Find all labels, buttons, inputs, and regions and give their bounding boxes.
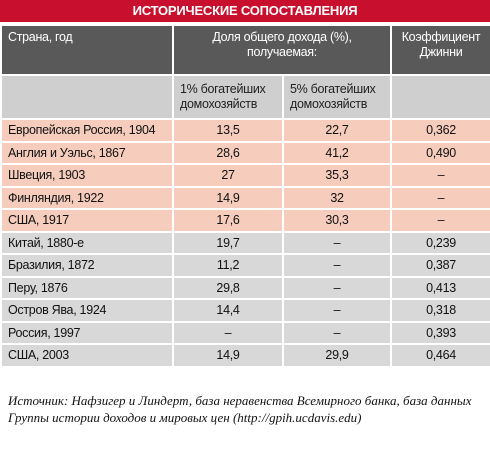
header-cell: 5% богатейших домохозяйств bbox=[282, 74, 392, 120]
table-cell: – bbox=[282, 320, 392, 345]
table-cell: 30,3 bbox=[282, 208, 392, 233]
table-row: США, 1917 17,6 30,3– bbox=[0, 208, 490, 233]
table-cell: – bbox=[390, 185, 490, 210]
table-cell: – bbox=[172, 320, 284, 345]
table-cell: Россия, 1997 bbox=[0, 320, 174, 345]
table-cell: 27 bbox=[172, 163, 284, 188]
table-cell: 0,490 bbox=[390, 140, 490, 165]
table-cell: 22,7 bbox=[282, 118, 392, 143]
title: ИСТОРИЧЕСКИЕ СОПОСТАВЛЕНИЯ bbox=[0, 0, 490, 22]
table-cell: – bbox=[282, 275, 392, 300]
table-cell: 32 bbox=[282, 185, 392, 210]
table-cell: 28,6 bbox=[172, 140, 284, 165]
table-cell: Перу, 1876 bbox=[0, 275, 174, 300]
table-cell: – bbox=[282, 230, 392, 255]
table-cell: 0,464 bbox=[390, 343, 490, 368]
table-row: Бразилия, 1872 11,2–0,387 bbox=[0, 253, 490, 278]
table-cell: Финляндия, 1922 bbox=[0, 185, 174, 210]
table-row: Остров Ява, 1924 14,4–0,318 bbox=[0, 298, 490, 323]
table-cell: 0,318 bbox=[390, 298, 490, 323]
source: Источник: Нафзигер и Линдерт, база нерав… bbox=[8, 393, 472, 425]
table-cell: 0,413 bbox=[390, 275, 490, 300]
table-cell: – bbox=[390, 208, 490, 233]
table-cell: 29,9 bbox=[282, 343, 392, 368]
table-cell: – bbox=[390, 163, 490, 188]
header-cell: 1% богатейших домохозяйств bbox=[172, 74, 284, 120]
table-cell: Китай, 1880-е bbox=[0, 230, 174, 255]
table-cell: 0,362 bbox=[390, 118, 490, 143]
table-cell: США, 1917 bbox=[0, 208, 174, 233]
header-blank bbox=[0, 74, 174, 120]
table-cell: – bbox=[282, 253, 392, 278]
table-cell: 14,4 bbox=[172, 298, 284, 323]
table-cell: США, 2003 bbox=[0, 343, 174, 368]
table-cell: 0,239 bbox=[390, 230, 490, 255]
table-cell: 0,393 bbox=[390, 320, 490, 345]
header-cell: Доля общего дохода (%), получаемая: bbox=[172, 24, 392, 76]
table-body: Европейская Россия, 1904 13,5 22,7 0,362 Анг… bbox=[0, 118, 490, 368]
table-cell: Бразилия, 1872 bbox=[0, 253, 174, 278]
table-cell: 41,2 bbox=[282, 140, 392, 165]
table-cell: 13,5 bbox=[172, 118, 284, 143]
table-row: Швеция, 1903 27 35,3– bbox=[0, 163, 490, 188]
table-row: США, 2003 14,9 29,9 0,464 bbox=[0, 343, 490, 368]
table-row: Англия и Уэльс, 1867 28,6 41,2 0,490 bbox=[0, 140, 490, 165]
table-row: Европейская Россия, 1904 13,5 22,7 0,362 bbox=[0, 118, 490, 143]
table-row: Перу, 1876 29,8–0,413 bbox=[0, 275, 490, 300]
table-cell: 14,9 bbox=[172, 343, 284, 368]
table-cell: – bbox=[282, 298, 392, 323]
table-cell: 14,9 bbox=[172, 185, 284, 210]
table-cell: 0,387 bbox=[390, 253, 490, 278]
table-cell: 11,2 bbox=[172, 253, 284, 278]
table-cell: Европейская Россия, 1904 bbox=[0, 118, 174, 143]
header-blank bbox=[390, 74, 490, 120]
table-cell: Швеция, 1903 bbox=[0, 163, 174, 188]
table-cell: 19,7 bbox=[172, 230, 284, 255]
table: Страна, год Доля общего дохода (%), полу… bbox=[0, 24, 490, 368]
table-cell: Англия и Уэльс, 1867 bbox=[0, 140, 174, 165]
table-cell: 35,3 bbox=[282, 163, 392, 188]
header-cell: Коэффициент Джинни bbox=[390, 24, 490, 76]
table-cell: 17,6 bbox=[172, 208, 284, 233]
table-row: Китай, 1880-е 19,7–0,239 bbox=[0, 230, 490, 255]
header-cell: Страна, год bbox=[0, 24, 174, 76]
table-row: Финляндия, 1922 14,9 32– bbox=[0, 185, 490, 210]
table-row: Россия, 1997– –0,393 bbox=[0, 320, 490, 345]
table-cell: 29,8 bbox=[172, 275, 284, 300]
table-cell: Остров Ява, 1924 bbox=[0, 298, 174, 323]
